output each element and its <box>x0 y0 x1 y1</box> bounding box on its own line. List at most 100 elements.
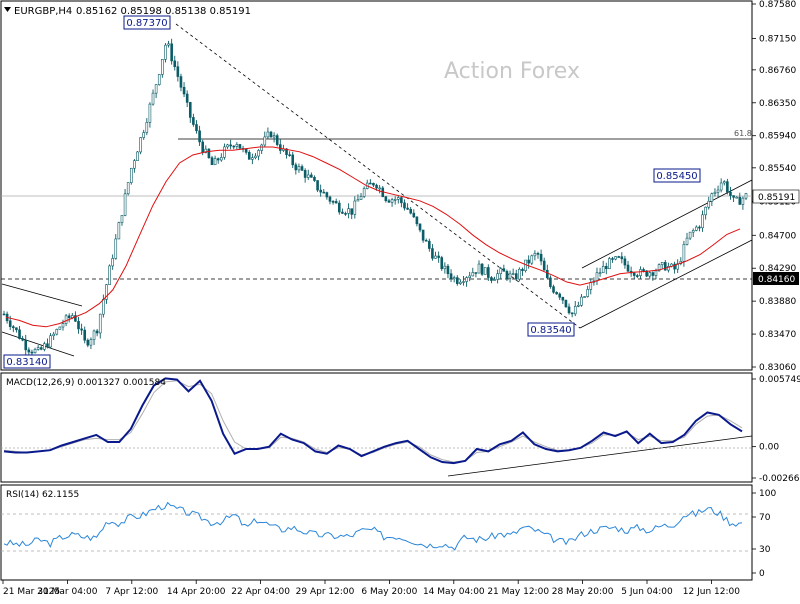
macd-series[interactable] <box>3 377 743 465</box>
candle <box>167 43 170 46</box>
rsi-line[interactable] <box>3 501 743 551</box>
time-axis-label: 21 Mar 2025 <box>3 587 60 597</box>
candle <box>446 265 450 275</box>
candle <box>601 266 605 274</box>
candle <box>608 258 611 270</box>
candle <box>272 135 276 138</box>
left-channel-lower-line[interactable] <box>1 331 75 357</box>
candle <box>564 299 568 308</box>
candle <box>620 256 624 260</box>
candle <box>294 164 298 171</box>
candle <box>86 339 90 346</box>
candle <box>533 253 537 257</box>
candle <box>27 349 31 353</box>
candle <box>378 187 381 190</box>
candle <box>12 326 15 329</box>
candle <box>139 137 142 153</box>
macd-title: MACD(12,26,9) 0.001327 0.001584 <box>6 378 166 388</box>
channel-upper-line[interactable] <box>581 179 753 269</box>
time-axis-label: 28 May 20:00 <box>552 587 614 597</box>
candle <box>549 277 552 287</box>
fib-level-label: 61.8 <box>734 129 752 138</box>
candle <box>136 151 139 162</box>
candle <box>344 213 347 215</box>
macd-panel[interactable] <box>0 372 753 483</box>
time-axis-label: 21 May 12:00 <box>487 587 549 597</box>
moving-average-series[interactable] <box>5 146 741 328</box>
candle <box>471 272 475 277</box>
candle <box>291 154 295 166</box>
macd-main-line[interactable] <box>3 377 743 465</box>
annotation-high[interactable]: 0.87370 <box>123 15 171 30</box>
candle <box>580 296 583 306</box>
candle <box>123 193 127 216</box>
candle <box>92 330 96 340</box>
candle <box>468 275 471 278</box>
candle <box>102 299 105 315</box>
candle <box>95 330 99 334</box>
candle <box>561 296 565 301</box>
watermark: Action Forex <box>444 59 580 84</box>
candle <box>530 255 534 264</box>
macd-axis[interactable]: 0.005749 0.00 -0.002663 <box>752 375 800 484</box>
candle <box>487 267 490 278</box>
candle <box>220 157 223 161</box>
candle <box>424 239 428 242</box>
candle <box>480 263 484 275</box>
moving-average-line[interactable] <box>5 146 741 328</box>
candle <box>396 197 400 200</box>
candle <box>735 196 738 199</box>
candle <box>188 102 192 118</box>
rsi-axis[interactable]: 100 70 30 0 <box>752 489 776 579</box>
candle <box>192 117 195 125</box>
candle <box>434 255 437 259</box>
candle <box>238 144 242 149</box>
candle <box>577 305 580 307</box>
macd-trend-line[interactable] <box>447 435 753 477</box>
candle <box>39 347 43 350</box>
price-axis-label: 0.87580 <box>759 0 796 10</box>
downtrend-line[interactable] <box>175 23 581 329</box>
candle <box>617 256 621 258</box>
left-channel-upper-line[interactable] <box>1 283 83 307</box>
candle <box>518 268 521 280</box>
rsi-axis-label: 70 <box>759 513 771 523</box>
support-price-tag-label: 0.84160 <box>758 275 795 285</box>
rsi-panel[interactable] <box>0 484 753 581</box>
rsi-axis-label: 30 <box>759 545 771 555</box>
candle <box>695 226 698 231</box>
macd-axis-label: -0.002663 <box>759 474 800 484</box>
price-axis-label: 0.84700 <box>759 231 796 241</box>
time-axis-label: 29 Apr 12:00 <box>296 587 355 597</box>
candle <box>359 196 363 200</box>
candle <box>266 131 270 138</box>
candle <box>331 201 335 203</box>
dropdown-triangle-icon[interactable] <box>4 7 11 12</box>
candle <box>719 182 723 191</box>
candle-series[interactable] <box>2 38 748 358</box>
candle <box>353 200 357 215</box>
candle <box>334 201 338 204</box>
rsi-series[interactable] <box>3 501 743 551</box>
candle <box>642 269 645 272</box>
candle <box>490 277 493 281</box>
price-axis-label: 0.86760 <box>759 66 796 76</box>
candle <box>611 258 614 260</box>
rsi-title: RSI(14) 62.1155 <box>6 490 79 500</box>
candle <box>505 271 509 279</box>
rsi-axis-label: 0 <box>759 569 765 579</box>
candle <box>263 136 267 146</box>
candle <box>108 265 111 285</box>
price-axis[interactable]: 0.87580 0.87150 0.86760 0.86350 0.85940 0.855… <box>752 0 796 373</box>
candle <box>583 296 586 298</box>
candle <box>369 182 372 185</box>
channel-lower-line[interactable] <box>579 239 753 329</box>
candle <box>337 202 341 213</box>
annotation-left-low[interactable]: 0.83140 <box>3 354 51 369</box>
annotation-low[interactable]: 0.83540 <box>527 322 575 337</box>
candle <box>235 144 239 147</box>
time-axis-label: 6 May 20:00 <box>361 587 417 597</box>
annotation-recent-high[interactable]: 0.85450 <box>653 168 701 183</box>
